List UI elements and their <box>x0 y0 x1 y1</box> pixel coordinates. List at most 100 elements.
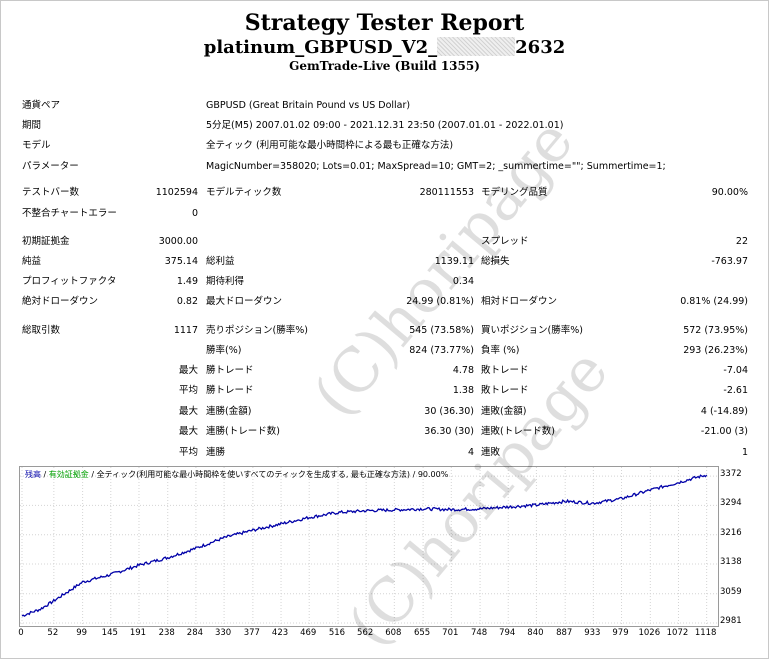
x-tick-label: 562 <box>357 628 374 638</box>
x-tick-label: 516 <box>328 628 346 638</box>
max-dd-value: 24.99 (0.81%) <box>406 296 474 307</box>
max-dd-label: 最大ドローダウン <box>206 296 283 307</box>
cons-losses-money-value: 4 (-14.89) <box>700 406 748 417</box>
bars-value: 1102594 <box>155 187 198 198</box>
avg-loss-value: -2.61 <box>723 385 748 396</box>
win-value: 824 (73.77%) <box>409 345 474 356</box>
spread-value: 22 <box>735 236 748 247</box>
legend-balance: 残高 <box>25 470 41 479</box>
loss-value: 293 (26.23%) <box>683 345 748 356</box>
y-tick-label: 3138 <box>720 557 742 568</box>
x-tick-label: 377 <box>243 628 260 638</box>
x-tick-label: 1072 <box>666 628 689 638</box>
legend-quality: 90.00% <box>417 470 449 479</box>
balance-chart: 残高 / 有効証拠金 / 全ティック(利用可能な最小時間枠を使いすべてのティック… <box>19 466 719 627</box>
period-value: 5分足(M5) 2007.01.02 09:00 - 2021.12.31 23… <box>206 120 564 131</box>
abs-dd-value: 0.82 <box>176 296 198 307</box>
ticks-value: 280111553 <box>419 187 474 198</box>
largest-loss-label: 敗トレード <box>481 365 529 376</box>
x-tick-label: 887 <box>556 628 573 638</box>
trades-value: 1117 <box>173 325 198 336</box>
parameters-label: パラメーター <box>22 161 79 172</box>
period-label: 期間 <box>22 120 42 131</box>
balance-chart-svg <box>20 467 718 626</box>
legend-sep: / <box>88 470 97 479</box>
rel-dd-label: 相対ドローダウン <box>481 296 558 307</box>
y-tick-label: 3216 <box>720 527 742 538</box>
legend-margin: 有効証拠金 <box>48 470 89 479</box>
account-suffix: 2632 <box>515 37 566 58</box>
legend-sep: / <box>41 470 49 479</box>
cons-wins-money-label: 連勝(金額) <box>206 406 252 417</box>
legend-sep: / <box>410 470 418 479</box>
x-tick-label: 284 <box>186 628 204 638</box>
avg-loss-label: 敗トレード <box>481 385 529 396</box>
avg-cons-wins-label: 連勝 <box>206 447 226 458</box>
y-tick-label: 3294 <box>720 498 742 509</box>
report-subtitle: platinum_GBPUSD_V2_ 2632 <box>0 37 769 58</box>
x-tick-label: 933 <box>584 628 601 638</box>
errors-label: 不整合チャートエラー <box>22 208 117 219</box>
symbol-label: 通貨ペア <box>22 100 61 111</box>
avg-win-value: 1.38 <box>452 385 474 396</box>
symbol-value: GBPUSD (Great Britain Pound vs US Dollar… <box>206 100 411 111</box>
errors-value: 0 <box>191 208 198 219</box>
x-tick-label: 423 <box>271 628 289 638</box>
gross-loss-value: -763.97 <box>711 256 748 267</box>
x-tick-label: 840 <box>527 628 544 638</box>
x-tick-label: 52 <box>47 628 59 638</box>
gross-profit-value: 1139.11 <box>434 256 474 267</box>
win-label: 勝率(%) <box>206 345 242 356</box>
net-value: 375.14 <box>164 256 198 267</box>
x-tick-label: 608 <box>385 628 402 638</box>
ea-name: platinum_GBPUSD_V2_ <box>203 37 438 58</box>
avg-cons-wins-value: 4 <box>467 447 474 458</box>
model-label: モデル <box>22 140 51 151</box>
largest-win-value: 4.78 <box>452 365 474 376</box>
quality-label: モデリング品質 <box>481 187 548 198</box>
pf-value: 1.49 <box>176 276 198 287</box>
x-tick-label: 191 <box>129 628 147 638</box>
y-tick-label: 2981 <box>720 616 742 626</box>
long-label: 買いポジション(勝率%) <box>481 325 583 336</box>
avg-win-label: 勝トレード <box>206 385 254 396</box>
avg-cons-losses-label: 連敗 <box>481 447 501 458</box>
x-tick-label: 0 <box>18 628 24 638</box>
x-tick-label: 330 <box>214 628 232 638</box>
x-tick-label: 655 <box>413 628 431 638</box>
ticks-label: モデルティック数 <box>206 187 282 198</box>
x-tick-label: 99 <box>76 628 88 638</box>
x-tick-label: 1118 <box>694 628 717 638</box>
x-tick-label: 979 <box>612 628 629 638</box>
loss-label: 負率 (%) <box>481 345 520 356</box>
avg-cons-losses-value: 1 <box>741 447 748 458</box>
balance-series-line <box>21 474 708 617</box>
x-tick-label: 794 <box>499 628 516 638</box>
chart-legend: 残高 / 有効証拠金 / 全ティック(利用可能な最小時間枠を使いすべてのティック… <box>25 469 448 480</box>
deposit-value: 3000.00 <box>158 236 198 247</box>
average-prefix: 平均 <box>178 385 198 396</box>
max-cons-trades-prefix: 最大 <box>178 426 198 437</box>
cons-wins-trades-value: 36.30 (30) <box>424 426 474 437</box>
cons-losses-money-label: 連敗(金額) <box>481 406 527 417</box>
long-value: 572 (73.95%) <box>683 325 748 336</box>
deposit-label: 初期証拠金 <box>22 236 70 247</box>
payoff-value: 0.34 <box>452 276 474 287</box>
pf-label: プロフィットファクタ <box>22 276 117 287</box>
trades-label: 総取引数 <box>22 325 61 336</box>
server-name: GemTrade-Live (Build 1355) <box>289 59 480 73</box>
max-cons-money-prefix: 最大 <box>178 406 198 417</box>
redacted-block <box>437 37 516 56</box>
net-label: 純益 <box>22 256 42 267</box>
x-tick-label: 1026 <box>638 628 661 638</box>
rel-dd-value: 0.81% (24.99) <box>680 296 748 307</box>
avg-cons-prefix: 平均 <box>178 447 198 458</box>
x-tick-label: 238 <box>158 628 175 638</box>
payoff-label: 期待利得 <box>206 276 245 287</box>
abs-dd-label: 絶対ドローダウン <box>22 296 99 307</box>
x-tick-label: 469 <box>300 628 317 638</box>
largest-loss-value: -7.04 <box>723 365 748 376</box>
x-tick-label: 701 <box>442 628 459 638</box>
parameters-value: MagicNumber=358020; Lots=0.01; MaxSpread… <box>206 161 666 172</box>
x-tick-label: 748 <box>470 628 488 638</box>
